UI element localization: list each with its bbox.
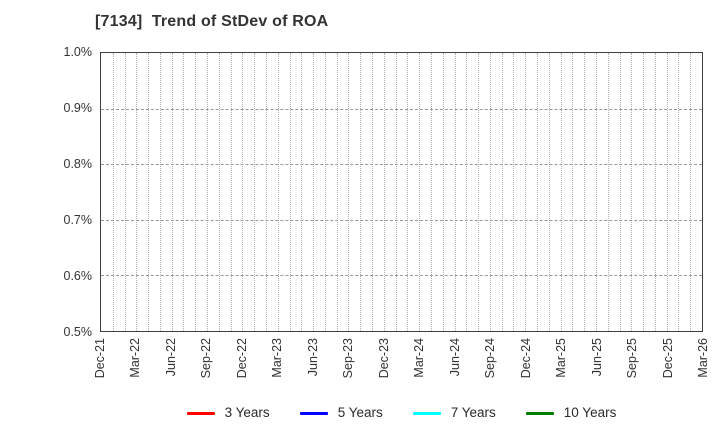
v-gridline: [419, 53, 421, 331]
x-tick-label: Sep-22: [199, 338, 214, 379]
x-tick-label: Jun-24: [447, 338, 462, 377]
y-tick-label: 1.0%: [63, 45, 93, 59]
legend-label: 10 Years: [563, 405, 617, 420]
v-gridline: [643, 53, 645, 331]
v-gridline: [148, 53, 150, 331]
v-gridline: [218, 53, 220, 331]
v-gridline: [489, 53, 491, 331]
v-gridline: [230, 53, 232, 331]
v-gridline: [395, 53, 397, 331]
legend-label: 7 Years: [450, 405, 496, 420]
v-gridline: [595, 53, 597, 331]
x-tick-label: Mar-26: [696, 338, 710, 378]
v-gridline: [383, 53, 385, 331]
x-tick-label: Dec-21: [93, 338, 107, 379]
legend-line-swatch: [525, 411, 554, 415]
v-gridline: [289, 53, 291, 331]
y-tick-label: 0.8%: [63, 157, 93, 171]
v-gridline: [442, 53, 444, 331]
v-gridline: [454, 53, 456, 331]
chart-title: [7134] Trend of StDev of ROA: [95, 13, 329, 30]
x-tick-label: Dec-23: [376, 338, 391, 379]
v-gridline: [112, 53, 114, 331]
v-gridline: [678, 53, 680, 331]
v-gridline: [254, 53, 256, 331]
x-tick-label: Mar-25: [554, 338, 569, 378]
h-gridline: [101, 108, 702, 110]
legend-item: 3 Years: [186, 404, 270, 422]
x-tick-label: Dec-22: [234, 338, 249, 379]
legend-label: 5 Years: [337, 405, 383, 420]
v-gridline: [430, 53, 432, 331]
v-gridline: [301, 53, 303, 331]
y-tick-label: 0.6%: [63, 269, 93, 283]
x-tick-label: Dec-25: [660, 338, 675, 379]
v-gridline: [513, 53, 515, 331]
legend-item: 10 Years: [525, 404, 617, 422]
legend-line-swatch: [412, 411, 441, 415]
v-gridline: [136, 53, 138, 331]
v-gridline: [548, 53, 550, 331]
legend-item: 5 Years: [299, 404, 383, 422]
legend-line-swatch: [186, 411, 215, 415]
x-tick-label: Dec-24: [518, 338, 533, 379]
v-gridline: [466, 53, 468, 331]
x-tick-label: Sep-25: [625, 338, 640, 379]
plot-area: [100, 52, 703, 332]
v-gridline: [171, 53, 173, 331]
v-gridline: [654, 53, 656, 331]
v-gridline: [277, 53, 279, 331]
v-gridline: [159, 53, 161, 331]
x-tick-label: Mar-22: [128, 338, 143, 378]
v-gridline: [631, 53, 633, 331]
legend: 3 Years 5 Years 7 Years 10 Years: [100, 404, 703, 422]
v-gridline: [537, 53, 539, 331]
legend-label: 3 Years: [224, 405, 270, 420]
x-tick-label: Jun-23: [305, 338, 320, 377]
v-gridline: [666, 53, 668, 331]
v-gridline: [324, 53, 326, 331]
v-gridline: [360, 53, 362, 331]
x-tick-label: Jun-22: [163, 338, 178, 377]
v-gridline: [407, 53, 409, 331]
legend-item: 7 Years: [412, 404, 496, 422]
v-gridline: [619, 53, 621, 331]
x-tick-label: Sep-23: [341, 338, 356, 379]
x-tick-label: Sep-24: [483, 338, 498, 379]
y-tick-label: 0.5%: [63, 325, 93, 339]
h-gridline: [101, 275, 702, 277]
v-gridline: [348, 53, 350, 331]
v-gridline: [265, 53, 267, 331]
v-gridline: [501, 53, 503, 331]
h-gridline: [101, 219, 702, 221]
v-gridline: [242, 53, 244, 331]
v-gridline: [313, 53, 315, 331]
x-tick-label: Mar-23: [270, 338, 285, 378]
v-gridline: [584, 53, 586, 331]
y-tick-label: 0.7%: [63, 213, 93, 227]
h-gridline: [101, 164, 702, 166]
v-gridline: [525, 53, 527, 331]
y-tick-label: 0.9%: [63, 101, 93, 115]
v-gridline: [478, 53, 480, 331]
v-gridline: [560, 53, 562, 331]
v-gridline: [372, 53, 374, 331]
v-gridline: [690, 53, 692, 331]
v-gridline: [195, 53, 197, 331]
v-gridline: [207, 53, 209, 331]
v-gridline: [607, 53, 609, 331]
v-gridline: [124, 53, 126, 331]
v-gridline: [572, 53, 574, 331]
v-gridline: [183, 53, 185, 331]
x-tick-label: Jun-25: [589, 338, 604, 377]
legend-line-swatch: [299, 411, 328, 415]
x-tick-label: Mar-24: [412, 338, 427, 378]
v-gridline: [336, 53, 338, 331]
